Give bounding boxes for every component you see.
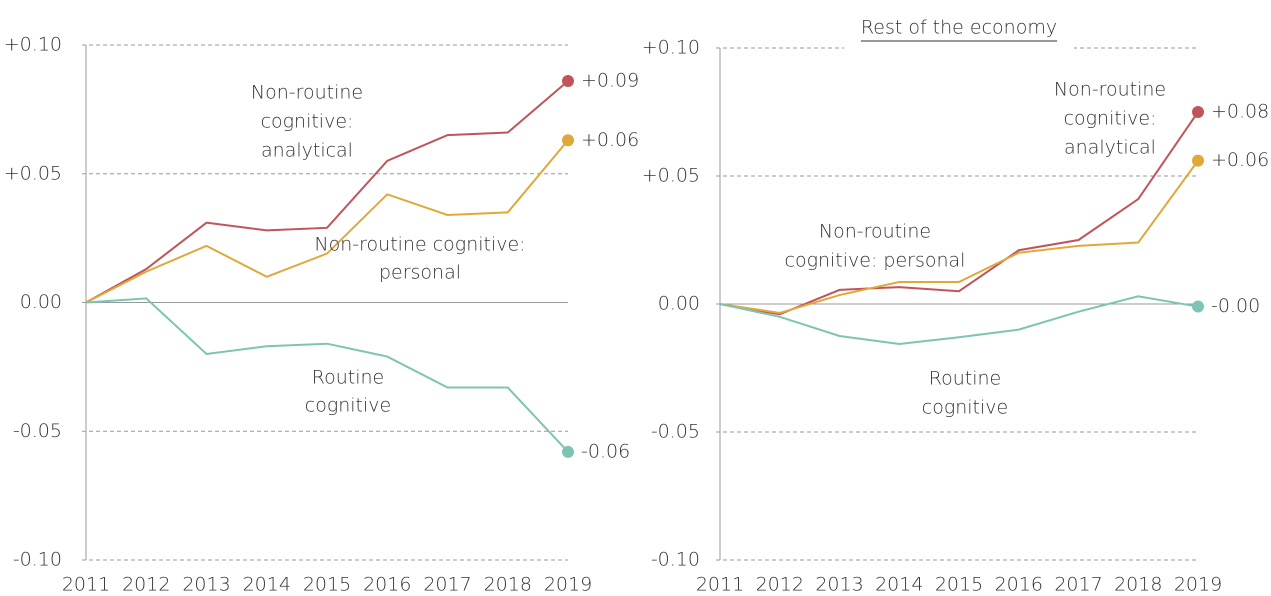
series-label: cognitive — [305, 395, 391, 417]
x-tick-label: 2015 — [303, 574, 351, 596]
y-tick-label: -0.10 — [651, 549, 700, 571]
series-label: Non-routine — [251, 82, 363, 104]
x-tick-label: 2017 — [423, 574, 471, 596]
series-label: analytical — [261, 140, 353, 162]
x-tick-label: 2014 — [875, 574, 923, 596]
series-label: analytical — [1064, 137, 1156, 159]
y-tick-label: +0.05 — [4, 162, 62, 184]
end-point — [562, 134, 574, 147]
series-label: cognitive — [922, 397, 1008, 419]
y-tick-label: +0.10 — [642, 37, 700, 59]
series-line — [85, 297, 569, 453]
end-point — [1192, 154, 1204, 167]
y-tick-label: -0.10 — [13, 549, 62, 571]
x-tick-label: 2019 — [1174, 574, 1222, 596]
series-label: Non-routine — [819, 221, 931, 243]
end-point — [1192, 300, 1204, 313]
x-tick-label: 2013 — [182, 574, 230, 596]
y-tick-label: -0.05 — [13, 420, 62, 442]
chart-title: Rest of the economy — [861, 17, 1057, 39]
x-tick-label: 2015 — [935, 574, 983, 596]
x-tick-label: 2012 — [756, 574, 804, 596]
series-label: Non-routine cognitive: — [314, 234, 525, 256]
series-line — [719, 295, 1199, 345]
end-point — [562, 75, 574, 88]
value-label: +0.06 — [581, 129, 639, 151]
value-label: -0.00 — [1211, 295, 1260, 317]
series-line — [85, 80, 569, 304]
x-tick-label: 2016 — [995, 574, 1043, 596]
end-point — [562, 445, 574, 458]
value-label: +0.09 — [581, 70, 639, 92]
x-tick-label: 2018 — [484, 574, 532, 596]
x-tick-label: 2013 — [815, 574, 863, 596]
series-label: Routine — [929, 368, 1001, 390]
y-tick-label: 0.00 — [20, 291, 62, 313]
x-tick-label: 2012 — [122, 574, 170, 596]
x-tick-label: 2018 — [1114, 574, 1162, 596]
y-tick-label: +0.10 — [4, 34, 62, 56]
series-label: cognitive: — [1064, 108, 1157, 130]
end-point — [1192, 106, 1204, 118]
series-label: cognitive: personal — [785, 250, 966, 272]
series-line — [719, 160, 1199, 314]
x-tick-label: 2016 — [363, 574, 411, 596]
series-label: cognitive: — [261, 111, 354, 133]
title-background — [844, 14, 1074, 52]
value-label: +0.06 — [1211, 149, 1269, 171]
value-label: -0.06 — [581, 440, 630, 462]
x-tick-label: 2014 — [243, 574, 291, 596]
y-tick-label: 0.00 — [658, 293, 700, 315]
x-tick-label: 2017 — [1054, 574, 1102, 596]
series-label: Non-routine — [1054, 79, 1166, 101]
x-tick-label: 2019 — [544, 574, 592, 596]
x-tick-label: 2011 — [696, 574, 744, 596]
value-label: +0.08 — [1211, 101, 1269, 123]
y-tick-label: -0.05 — [651, 421, 700, 443]
y-tick-label: +0.05 — [642, 165, 700, 187]
series-label: personal — [379, 262, 461, 284]
series-line — [85, 139, 569, 304]
x-tick-label: 2011 — [62, 574, 110, 596]
series-label: Routine — [312, 367, 384, 389]
